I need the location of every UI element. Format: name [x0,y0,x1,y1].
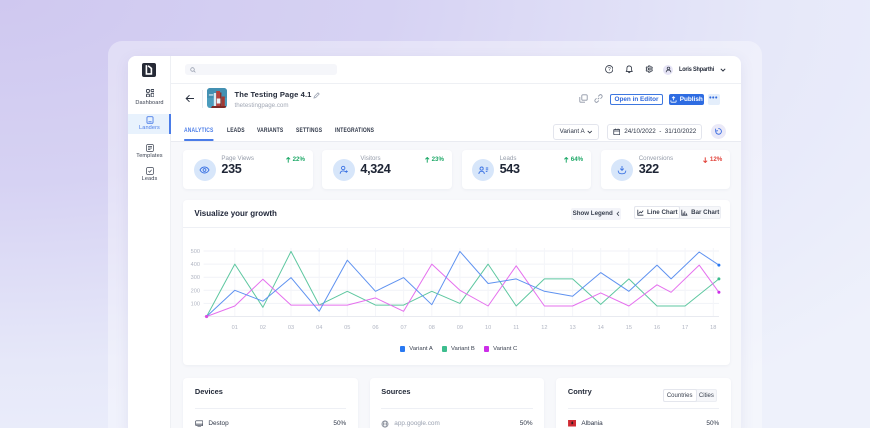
svg-text:10: 10 [485,325,491,331]
svg-text:14: 14 [598,325,604,331]
svg-text:17: 17 [682,325,688,331]
svg-text:03: 03 [288,325,294,331]
svg-text:15: 15 [626,325,632,331]
svg-text:07: 07 [401,325,407,331]
svg-text:500: 500 [191,249,200,255]
svg-text:04: 04 [316,325,322,331]
svg-text:100: 100 [191,301,200,307]
svg-text:11: 11 [514,325,520,331]
svg-text:01: 01 [232,325,238,331]
svg-text:05: 05 [345,325,351,331]
svg-text:08: 08 [429,325,435,331]
svg-text:300: 300 [191,275,200,281]
svg-text:09: 09 [457,325,463,331]
svg-text:16: 16 [654,325,660,331]
svg-text:?: ? [608,67,611,73]
svg-text:400: 400 [191,262,200,268]
svg-text:200: 200 [191,288,200,294]
svg-text:13: 13 [570,325,576,331]
svg-text:18: 18 [711,325,717,331]
svg-text:12: 12 [542,325,548,331]
svg-text:02: 02 [260,325,266,331]
svg-text:06: 06 [373,325,379,331]
